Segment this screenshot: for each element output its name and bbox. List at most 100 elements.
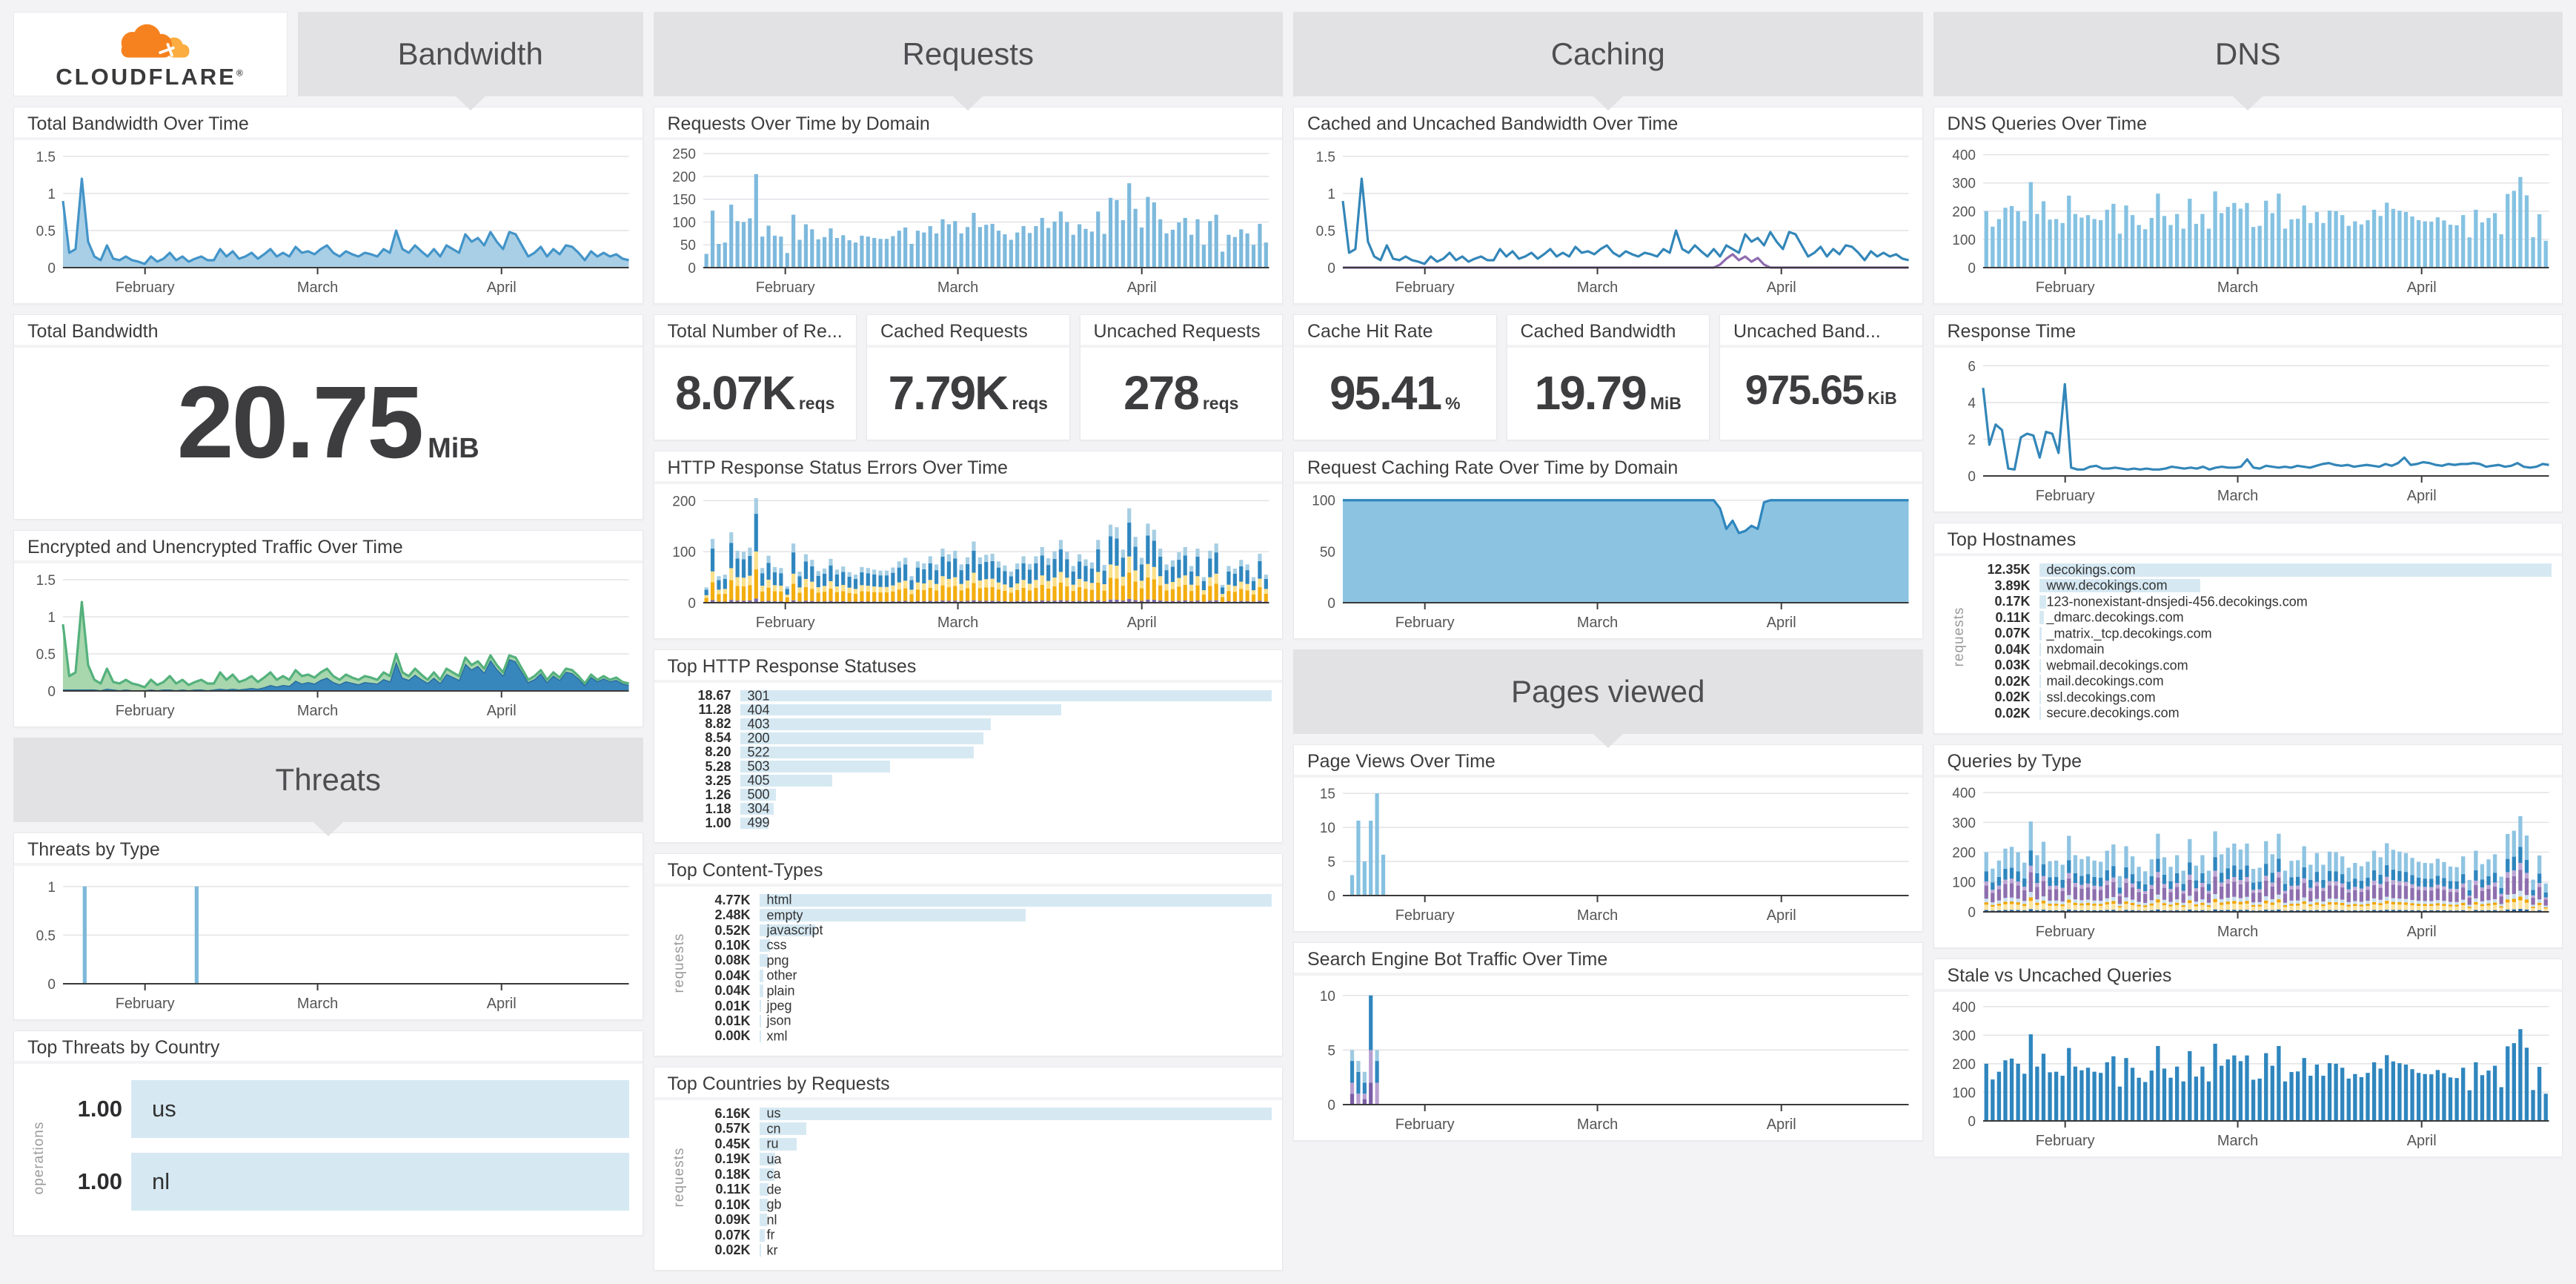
svg-text:150: 150 [672,193,696,208]
list-item: 0.08K png [714,953,789,968]
stat-title: Cached Bandwidth [1507,315,1709,348]
svg-text:April: April [1767,279,1796,296]
list-item: 0.02K mail.decokings.com [1994,673,2164,689]
svg-text:200: 200 [672,170,696,185]
list-top-threats-by-country: 1.00 us 1.00 nl [14,1064,643,1231]
svg-text:February: February [2035,1133,2094,1149]
panel-dns-queries: DNS Queries Over Time 0 100 200 300 400 Febru… [1933,107,2563,304]
svg-text:0: 0 [1327,261,1335,277]
panel-http-errors: HTTP Response Status Errors Over Time 0 1… [653,451,1283,639]
svg-text:March: March [1577,615,1618,631]
brand-name: CLOUDFLARE® [56,63,245,90]
section-header-pages-viewed: Pages viewed [1293,649,1923,748]
panel-title: Requests Over Time by Domain [654,107,1282,140]
panel-title: Total Bandwidth Over Time [14,107,643,140]
section-header-caching: Caching [1293,12,1923,110]
svg-text:April: April [2406,279,2436,296]
list-item: 0.11K de [715,1182,782,1197]
svg-text:0: 0 [688,261,696,277]
chart-threats-by-type: 0 0.5 1 February March April [14,866,643,1015]
list-item: 6.16K us [680,1106,1272,1122]
svg-text:March: March [2217,924,2257,940]
chart-cached-uncached-bandwidth: 0 0.5 1 1.5 February March April [1294,140,1922,299]
list-item: 0.11K _dmarc.decokings.com [1995,609,2184,625]
list-item: 0.04K plain [714,983,795,999]
svg-text:April: April [487,279,517,296]
svg-text:100: 100 [672,215,696,231]
panel-title: Total Bandwidth [14,315,643,348]
chart-queries-by-type: 0 100 200 300 400 February March April [1934,778,2563,943]
panel-title: Response Time [1933,315,2562,348]
list-item: 8.54 200 [660,730,1272,745]
svg-text:February: February [2035,924,2094,940]
svg-text:February: February [1395,279,1455,296]
panel-top-threats-by-country: Top Threats by Country operations 1.00 us… [13,1030,643,1236]
svg-text:March: March [937,279,977,296]
list-item: 1.00 us [44,1080,629,1138]
svg-text:0.5: 0.5 [36,647,56,663]
list-item: 1.18 304 [660,801,1272,816]
stat-value: 975.65 [1745,366,1865,413]
stat-value: 19.79 [1534,366,1647,420]
svg-text:4: 4 [1968,396,1976,411]
svg-text:50: 50 [1320,545,1335,560]
panel-title: Search Engine Bot Traffic Over Time [1294,943,1922,976]
svg-text:5: 5 [1327,855,1335,870]
list-item: 18.67 301 [660,688,1272,703]
panel-title: Top Threats by Country [14,1031,643,1064]
svg-text:0.5: 0.5 [36,928,56,944]
section-header-bandwidth: Bandwidth [298,12,643,110]
svg-text:1: 1 [1327,187,1335,202]
list-item: 0.57K cn [680,1121,1272,1137]
svg-text:5: 5 [1327,1043,1335,1059]
section-pointer [312,821,344,836]
list-top-content-types: 4.77K html 2.48K empty 0.52K javascript 0.10K c… [654,887,1283,1051]
list-item: 1.00 499 [705,815,770,830]
svg-text:0.5: 0.5 [1316,224,1335,239]
list-item: 3.25 405 [660,773,1272,788]
stat-value: 95.41 [1329,366,1442,420]
list-item: 0.01K json [714,1013,791,1028]
list-item: 1.00 nl [44,1153,629,1211]
svg-text:200: 200 [1952,1057,1976,1073]
registered-mark: ® [236,67,245,79]
svg-text:0: 0 [1327,596,1335,612]
y-axis-label: requests [671,933,687,993]
list-top-countries: 6.16K us 0.57K cn 0.45K ru 0.19K ua 0.18K ca 0.11K… [654,1100,1283,1265]
list-item: 0.07K fr [714,1227,775,1242]
svg-text:300: 300 [1952,815,1976,831]
panel-title: Top Hostnames [1933,523,2562,556]
list-item: 0.19K ua [714,1151,782,1167]
column-bandwidth: CLOUDFLARE® Bandwidth Total Bandwidth Ov… [13,12,643,1271]
total-bandwidth-value: 20.75 [176,365,424,480]
section-title: Bandwidth [397,36,543,71]
chart-dns-queries: 0 100 200 300 400 February March April [1934,140,2563,299]
panel-title: Request Caching Rate Over Time by Domain [1294,451,1922,484]
svg-text:400: 400 [1952,1000,1976,1016]
list-item: 0.04K other [714,967,797,983]
panel-page-views: Page Views Over Time 0 5 10 15 February March… [1293,744,1923,932]
section-header-threats: Threats [13,738,643,836]
list-item: 5.28 503 [660,759,1272,774]
section-pointer [1592,96,1624,110]
svg-text:200: 200 [1952,205,1976,220]
svg-text:March: March [1577,279,1618,296]
svg-text:March: March [2217,279,2257,296]
stat-value: 8.07K [675,366,796,420]
list-item: 2.48K empty [680,907,1272,922]
svg-text:0.5: 0.5 [36,224,56,239]
section-header-dns: DNS [1933,12,2563,110]
stat-unit: % [1445,394,1461,413]
panel-response-time: Response Time 0 2 4 6 February March April [1933,314,2563,512]
svg-text:April: April [1767,1116,1796,1133]
stat-unit: reqs [798,394,835,413]
svg-text:100: 100 [1952,1085,1976,1101]
stat-unit: KiB [1868,388,1897,408]
y-axis-label: requests [671,1147,687,1207]
panel-title: Top Countries by Requests [654,1068,1282,1100]
svg-text:1.5: 1.5 [1316,150,1335,165]
cloudflare-cloud-icon [121,24,190,58]
panel-search-bot-traffic: Search Engine Bot Traffic Over Time 0 5 10… [1293,942,1923,1141]
svg-text:400: 400 [1952,148,1976,164]
stat-cache-hit-rate: Cache Hit Rate 95.41 % [1293,314,1497,440]
